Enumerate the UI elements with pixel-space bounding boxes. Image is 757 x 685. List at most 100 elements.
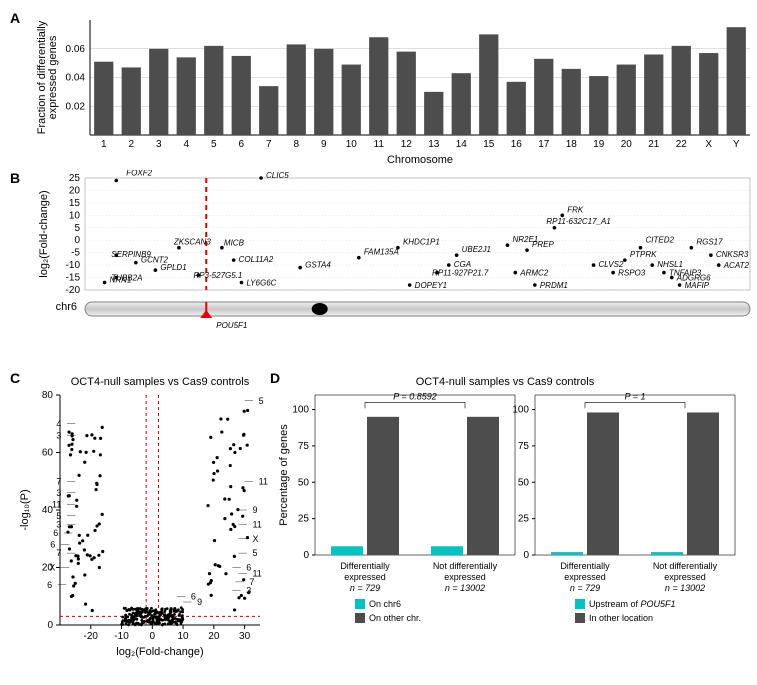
svg-text:0: 0: [150, 631, 156, 642]
svg-text:CGA: CGA: [454, 260, 471, 269]
svg-text:11: 11: [374, 139, 385, 150]
svg-text:expressed: expressed: [564, 572, 606, 582]
svg-text:11: 11: [252, 519, 261, 529]
svg-text:75: 75: [298, 441, 310, 452]
svg-text:11: 11: [259, 476, 268, 486]
svg-text:KHDC1P1: KHDC1P1: [403, 238, 440, 247]
svg-text:10: 10: [178, 631, 190, 642]
svg-text:On other chr.: On other chr.: [369, 613, 421, 623]
svg-text:-10: -10: [66, 260, 81, 271]
svg-text:7: 7: [56, 548, 61, 558]
svg-text:CNKSR3: CNKSR3: [716, 250, 749, 259]
panel-d-label: D: [270, 370, 280, 386]
svg-text:RP11-632C17_A1: RP11-632C17_A1: [546, 217, 610, 226]
svg-text:LY6G6C: LY6G6C: [246, 279, 276, 288]
svg-text:expressed: expressed: [344, 572, 386, 582]
svg-text:0: 0: [47, 620, 53, 631]
svg-text:P = 0.8592: P = 0.8592: [393, 391, 436, 401]
panel-b-label: B: [10, 170, 20, 186]
svg-text:6: 6: [53, 528, 58, 538]
svg-text:-5: -5: [71, 248, 80, 259]
svg-text:ZKSCAN3: ZKSCAN3: [173, 238, 211, 247]
panel-c-chart: OCT4-null samples vs Cas9 controls-20-10…: [15, 370, 270, 660]
svg-text:X: X: [705, 139, 712, 150]
svg-text:log₂(Fold-change): log₂(Fold-change): [116, 646, 203, 658]
svg-text:-15: -15: [66, 273, 81, 284]
svg-text:20: 20: [621, 139, 633, 150]
svg-text:75: 75: [518, 441, 530, 452]
svg-text:RGS17: RGS17: [696, 238, 723, 247]
svg-text:PRDM1: PRDM1: [540, 281, 568, 290]
svg-text:Chromosome: Chromosome: [387, 154, 453, 166]
svg-text:DOPEY1: DOPEY1: [415, 281, 447, 290]
svg-text:16: 16: [511, 139, 523, 150]
svg-text:0.06: 0.06: [66, 44, 86, 55]
svg-text:50: 50: [518, 477, 530, 488]
svg-text:25: 25: [298, 514, 310, 525]
svg-text:expressed genes: expressed genes: [47, 35, 59, 119]
svg-text:UBE2J1: UBE2J1: [462, 245, 491, 254]
svg-text:80: 80: [42, 390, 54, 401]
panel-a-label: A: [10, 10, 20, 26]
svg-text:Upstream of POU5F1: Upstream of POU5F1: [589, 599, 676, 609]
svg-text:GPLD1: GPLD1: [160, 263, 186, 272]
svg-text:-10: -10: [114, 631, 129, 642]
svg-text:CLIC5: CLIC5: [266, 171, 289, 180]
svg-text:10: 10: [346, 139, 358, 150]
svg-text:PTPRK: PTPRK: [630, 250, 657, 259]
panel-d-chart: OCT4-null samples vs Cas9 controlsPercen…: [275, 370, 750, 660]
svg-text:11: 11: [52, 499, 61, 509]
panel-a-chart: 0.020.040.061234567891011121314151617181…: [30, 10, 757, 170]
svg-text:8: 8: [293, 139, 299, 150]
svg-text:X: X: [252, 534, 258, 544]
svg-text:3: 3: [56, 488, 61, 498]
panel-b: B -20-15-10-50510152025NRN1FOXF2SERPINB9…: [10, 170, 747, 370]
svg-text:RP11-927P21.7: RP11-927P21.7: [432, 269, 489, 278]
svg-text:3: 3: [156, 139, 162, 150]
svg-text:21: 21: [648, 139, 660, 150]
svg-text:60: 60: [42, 448, 54, 459]
svg-text:3: 3: [56, 430, 61, 440]
svg-text:TUBB2A: TUBB2A: [111, 274, 142, 283]
svg-text:expressed: expressed: [664, 572, 706, 582]
svg-text:FAM135A: FAM135A: [364, 248, 399, 257]
svg-text:50: 50: [298, 477, 310, 488]
svg-text:100: 100: [292, 405, 309, 416]
svg-text:0.04: 0.04: [66, 73, 86, 84]
svg-text:15: 15: [69, 198, 81, 209]
svg-text:6: 6: [50, 540, 55, 550]
svg-text:6: 6: [47, 580, 52, 590]
panel-a: A 0.020.040.0612345678910111213141516171…: [10, 10, 747, 170]
svg-text:CITED2: CITED2: [645, 236, 674, 245]
svg-text:5: 5: [74, 223, 80, 234]
svg-text:1: 1: [101, 139, 107, 150]
svg-text:18: 18: [566, 139, 578, 150]
svg-text:MAFIP: MAFIP: [685, 281, 710, 290]
svg-text:X: X: [49, 563, 55, 573]
svg-text:chr6: chr6: [56, 301, 77, 313]
svg-text:0: 0: [74, 235, 80, 246]
svg-text:6: 6: [238, 139, 244, 150]
panel-b-chart: -20-15-10-50510152025NRN1FOXF2SERPINB9TU…: [30, 170, 757, 370]
svg-text:19: 19: [593, 139, 605, 150]
svg-text:15: 15: [483, 139, 495, 150]
svg-text:25: 25: [69, 173, 81, 184]
svg-text:100: 100: [512, 405, 529, 416]
svg-text:14: 14: [456, 139, 468, 150]
svg-text:4: 4: [183, 139, 189, 150]
svg-text:9: 9: [197, 597, 202, 607]
svg-text:30: 30: [239, 631, 251, 642]
svg-text:10: 10: [69, 210, 81, 221]
svg-text:log₂(Fold-change): log₂(Fold-change): [38, 190, 50, 277]
svg-text:n = 13002: n = 13002: [665, 583, 705, 593]
svg-text:12: 12: [401, 139, 413, 150]
svg-text:GSTA4: GSTA4: [305, 261, 331, 270]
svg-text:Y: Y: [733, 139, 740, 150]
svg-text:0: 0: [523, 550, 529, 561]
svg-text:n = 729: n = 729: [350, 583, 380, 593]
panel-c-label: C: [10, 370, 20, 386]
svg-text:-20: -20: [84, 631, 99, 642]
svg-text:17: 17: [538, 139, 550, 150]
svg-text:5: 5: [259, 396, 264, 406]
svg-text:Not differentially: Not differentially: [653, 561, 718, 571]
